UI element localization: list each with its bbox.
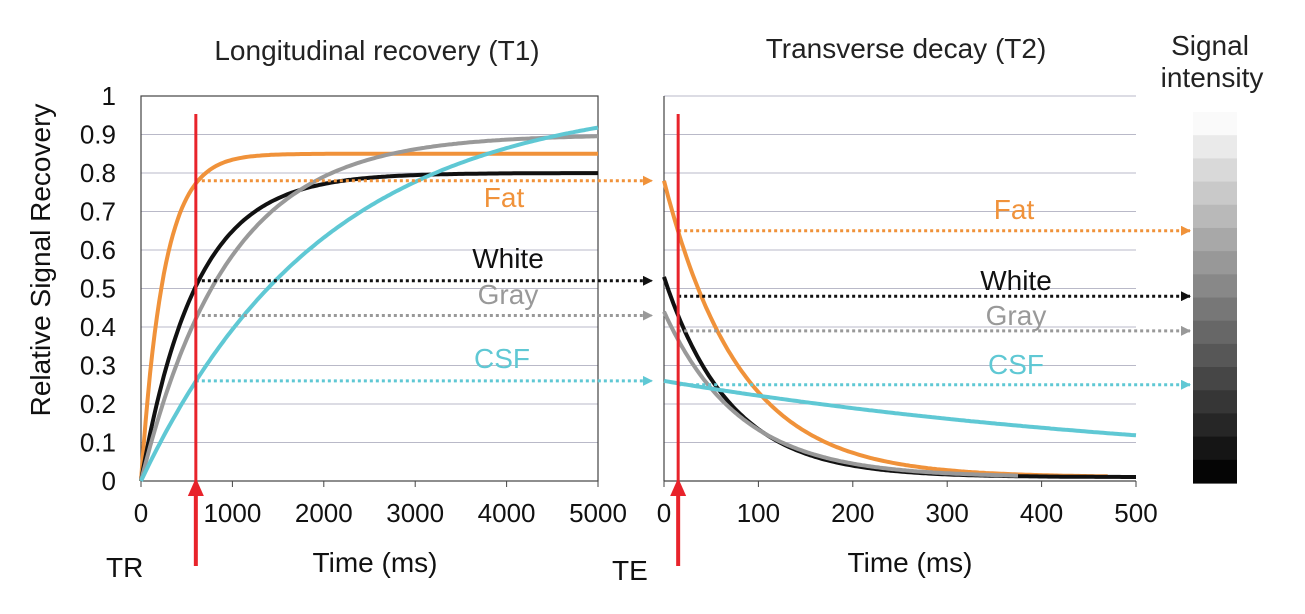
- colorbar-swatch: [1193, 158, 1237, 183]
- t1-curve-white: [139, 171, 598, 482]
- t2-x-tick-label: 0: [657, 498, 671, 528]
- t1-plot-frame: [140, 95, 599, 482]
- colorbar-swatch: [1193, 135, 1237, 159]
- t2-x-tick-label: 100: [737, 498, 780, 528]
- t1-series-label-white: White: [472, 243, 544, 274]
- t1-x-tick-label: 2000: [295, 498, 353, 528]
- te-label: TE: [612, 555, 648, 586]
- colorbar-swatch: [1193, 459, 1237, 484]
- t1-x-tick-label: 5000: [569, 498, 627, 528]
- t1-y-tick-label: 0.9: [80, 120, 116, 150]
- t1-y-tick-label: 0.8: [80, 158, 116, 188]
- tr-label: TR: [106, 552, 143, 583]
- te-marker-arrow-head: [670, 478, 687, 496]
- t1-y-tick-label: 0.4: [80, 312, 116, 342]
- colorbar-swatch: [1193, 390, 1237, 415]
- t1-x-tick-label: 1000: [203, 498, 261, 528]
- colorbar-swatch: [1193, 181, 1237, 206]
- t1-series-label-fat: Fat: [484, 182, 525, 213]
- t2-curve-white: [662, 276, 1136, 479]
- colorbar-swatch: [1193, 320, 1237, 345]
- t1-y-tick-label: 0.2: [80, 389, 116, 419]
- t1-x-tick-label: 3000: [386, 498, 444, 528]
- t2-x-tick-label: 300: [926, 498, 969, 528]
- t2-chart-title: Transverse decay (T2): [766, 33, 1047, 64]
- colorbar-label-line1: Signal: [1171, 30, 1249, 61]
- t1-x-tick-label: 4000: [478, 498, 536, 528]
- t2-series-label-csf: CSF: [988, 349, 1044, 380]
- colorbar-swatch: [1193, 274, 1237, 299]
- t2-series-label-gray: Gray: [986, 300, 1047, 331]
- colorbar-swatch: [1193, 436, 1237, 461]
- t1-y-tick-label: 0.3: [80, 351, 116, 381]
- colorbar-swatch: [1193, 343, 1237, 368]
- t2-x-tick-label: 500: [1114, 498, 1157, 528]
- t1-x-tick-label: 0: [134, 498, 148, 528]
- t1-y-tick-label: 0.7: [80, 197, 116, 227]
- t2-series-label-white: White: [980, 265, 1052, 296]
- t2-series-label-fat: Fat: [994, 194, 1035, 225]
- t1-curve-gray: [139, 134, 598, 482]
- colorbar-swatch: [1193, 112, 1237, 136]
- t1-y-tick-label: 0.6: [80, 235, 116, 265]
- t2-x-axis-label: Time (ms): [848, 547, 973, 578]
- t1-y-tick-label: 0: [102, 466, 116, 496]
- colorbar-swatch: [1193, 204, 1237, 229]
- t1-y-tick-label: 0.5: [80, 274, 116, 304]
- t2-curve-csf: [663, 378, 1137, 438]
- colorbar-swatch: [1193, 297, 1237, 322]
- colorbar-swatch: [1193, 413, 1237, 438]
- colorbar-swatch: [1193, 251, 1237, 275]
- t1-curve-csf: [139, 125, 599, 482]
- t1-y-axis-label: Relative Signal Recovery: [25, 104, 56, 417]
- t2-x-tick-label: 400: [1020, 498, 1063, 528]
- tr-marker-arrow-head: [187, 478, 204, 496]
- colorbar-swatch: [1193, 227, 1237, 252]
- t1-series-label-csf: CSF: [474, 343, 530, 374]
- t1-curve-fat: [139, 151, 598, 482]
- t1-series-label-gray: Gray: [478, 279, 539, 310]
- colorbar-swatch: [1193, 367, 1237, 391]
- colorbar-label-line2: intensity: [1161, 62, 1264, 93]
- t1-chart-title: Longitudinal recovery (T1): [214, 35, 539, 66]
- t2-curve-gray: [662, 310, 1018, 478]
- t1-y-tick-label: 0.1: [80, 428, 116, 458]
- t1-x-axis-label: Time (ms): [313, 547, 438, 578]
- t2-x-tick-label: 200: [831, 498, 874, 528]
- t1-y-tick-label: 1: [102, 81, 116, 111]
